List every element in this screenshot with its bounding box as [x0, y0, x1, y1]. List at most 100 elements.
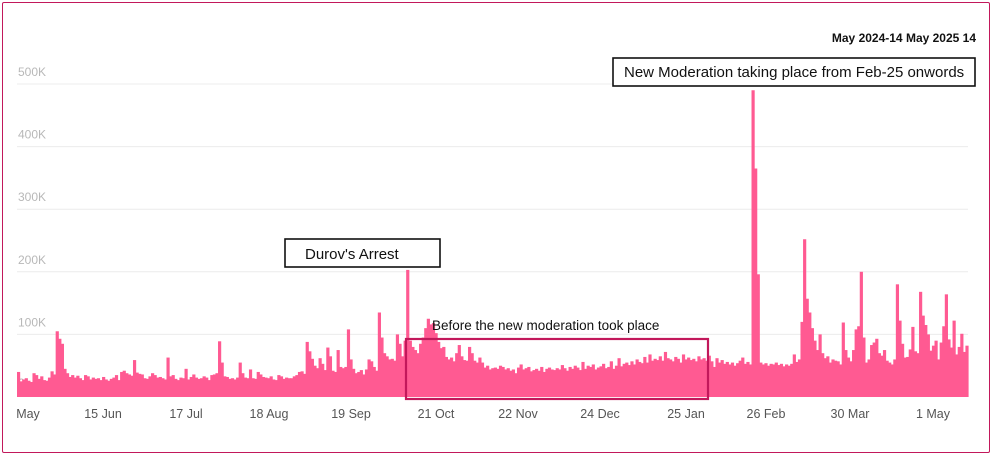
bar	[282, 378, 286, 397]
bar	[723, 363, 727, 397]
bar	[156, 377, 160, 397]
bar	[764, 363, 768, 397]
x-tick-label: 24 Dec	[580, 407, 620, 421]
bar	[594, 369, 598, 397]
bar	[455, 353, 459, 397]
bar	[228, 378, 232, 397]
bar	[359, 370, 363, 397]
bar	[514, 373, 518, 397]
bar	[640, 363, 644, 397]
bar	[692, 358, 696, 397]
bar	[666, 358, 670, 397]
bar	[916, 353, 920, 397]
bar	[808, 312, 812, 397]
bar	[782, 366, 786, 397]
bar	[537, 370, 541, 397]
bar	[401, 356, 405, 397]
x-axis: May 15 Jun 17 Jul 18 Aug 19 Sep 21 Oct 22 Nov 2…	[16, 407, 951, 421]
bar	[248, 369, 253, 397]
bar	[122, 370, 126, 397]
bar	[511, 369, 516, 397]
bar	[947, 339, 951, 397]
bar	[251, 378, 255, 397]
bar	[89, 379, 93, 397]
bar	[937, 359, 941, 397]
bar	[924, 325, 928, 397]
bar	[759, 362, 763, 397]
bar	[627, 365, 631, 397]
bar	[202, 376, 206, 397]
bar	[313, 365, 317, 397]
bar	[833, 360, 838, 397]
bar	[60, 343, 64, 397]
pre-moderation-label: Before the new moderation took place	[432, 318, 659, 333]
bar	[413, 350, 418, 397]
bar	[426, 318, 430, 397]
bar	[560, 365, 564, 397]
bar	[903, 357, 907, 397]
bar	[145, 378, 150, 397]
bar	[576, 367, 580, 397]
bar	[797, 359, 802, 397]
bar	[568, 366, 572, 397]
bar	[898, 320, 902, 397]
bar	[274, 380, 278, 397]
bar	[645, 362, 650, 397]
y-tick-label: 300K	[18, 190, 46, 204]
bar	[960, 333, 964, 397]
bar	[457, 345, 461, 397]
bar	[352, 368, 356, 397]
bar	[431, 323, 436, 397]
bar	[331, 370, 335, 397]
bar	[622, 363, 626, 397]
bar	[241, 373, 245, 397]
bar	[844, 350, 848, 397]
bar	[746, 361, 750, 397]
bar	[174, 378, 178, 397]
bar	[571, 368, 575, 397]
bar	[140, 374, 144, 397]
bar	[24, 378, 28, 397]
bar	[179, 377, 183, 397]
bar	[421, 337, 425, 397]
x-tick-label: 18 Aug	[250, 407, 289, 421]
bar	[17, 371, 21, 397]
bar	[656, 360, 660, 397]
bar	[872, 342, 876, 397]
bar	[205, 377, 209, 397]
bar	[483, 367, 487, 397]
bar	[736, 363, 740, 397]
bar	[223, 376, 227, 397]
bar	[408, 340, 412, 397]
bar	[442, 346, 446, 397]
bar	[599, 366, 603, 397]
bar	[341, 368, 345, 397]
x-tick-label: 17 Jul	[169, 407, 202, 421]
bar	[653, 358, 657, 397]
bar	[663, 351, 668, 397]
bar	[931, 345, 936, 397]
bar	[870, 345, 874, 397]
bar	[63, 368, 67, 397]
x-tick-label: 22 Nov	[498, 407, 538, 421]
bar	[73, 377, 77, 397]
bar	[648, 354, 652, 397]
bar	[957, 346, 961, 397]
bar	[468, 346, 472, 397]
bar	[266, 378, 271, 397]
bar	[785, 364, 789, 397]
bar	[687, 357, 691, 397]
bar	[354, 373, 358, 397]
bar	[810, 328, 814, 397]
bar	[893, 359, 897, 397]
bar	[965, 345, 969, 397]
bar	[120, 371, 124, 397]
bar	[867, 359, 871, 397]
bar	[558, 369, 562, 397]
bar	[169, 376, 173, 397]
bar	[261, 376, 266, 397]
bar	[669, 359, 673, 397]
bar	[357, 371, 361, 397]
bar	[880, 355, 884, 397]
